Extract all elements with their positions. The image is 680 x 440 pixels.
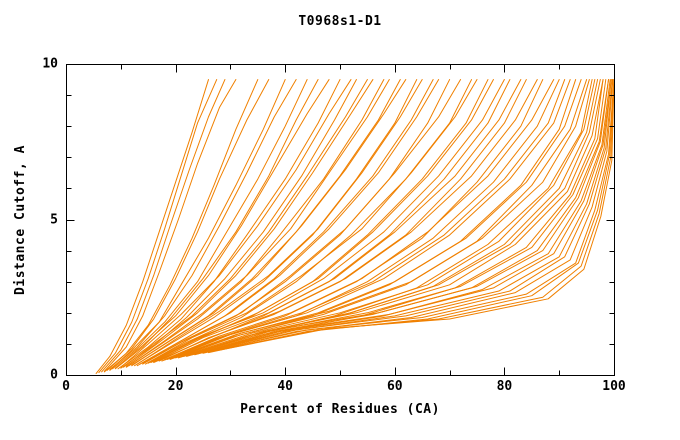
series-line [207, 79, 615, 353]
x-tick-label: 100 [602, 379, 626, 394]
series-line [125, 79, 374, 367]
series-line [114, 79, 330, 369]
series-line [103, 79, 237, 372]
series-line [112, 79, 308, 370]
series-line [136, 79, 423, 365]
series-line [169, 79, 571, 360]
series-line [186, 79, 604, 357]
x-tick-label: 60 [386, 379, 403, 394]
series-line [120, 79, 357, 369]
x-tick-label: 80 [496, 379, 513, 394]
series-line [147, 79, 489, 364]
series-line [101, 79, 226, 373]
series-line [123, 79, 368, 368]
data-series-layer [95, 79, 615, 374]
axis-frame-layer [66, 64, 615, 376]
series-line [194, 79, 611, 356]
series-line [128, 79, 390, 367]
series-line [186, 79, 604, 357]
series-line [142, 79, 462, 364]
series-line [98, 79, 218, 374]
x-tick-label: 20 [167, 379, 184, 394]
series-line [109, 79, 297, 370]
series-line [125, 79, 385, 368]
series-line [175, 79, 590, 358]
series-line [147, 79, 478, 364]
series-line [109, 79, 286, 371]
x-tick-label: 0 [62, 379, 70, 394]
series-line [155, 79, 522, 362]
plot-frame [66, 64, 615, 376]
series-line [120, 79, 352, 368]
series-line [164, 79, 555, 360]
series-line [114, 79, 319, 370]
x-axis-label: Percent of Residues (CA) [240, 402, 440, 417]
y-tick-label: 5 [50, 212, 58, 227]
y-tick-label: 0 [50, 367, 58, 383]
series-line [158, 79, 538, 361]
y-tick-label: 10 [42, 56, 58, 72]
series-line [106, 79, 270, 371]
series-line [197, 79, 612, 354]
series-line [117, 79, 341, 370]
series-line [134, 79, 418, 367]
series-line [150, 79, 494, 364]
series-line [218, 82, 615, 351]
x-tick-label: 40 [277, 379, 294, 394]
series-line [131, 79, 407, 366]
series-line [139, 79, 440, 365]
series-line [153, 79, 505, 363]
page-title: T0968s1-D1 [298, 14, 382, 29]
series-line [202, 79, 613, 354]
series-line [191, 79, 610, 355]
series-line [191, 79, 610, 356]
series-line [103, 79, 259, 373]
series-line [180, 79, 596, 357]
series-line [95, 79, 209, 374]
